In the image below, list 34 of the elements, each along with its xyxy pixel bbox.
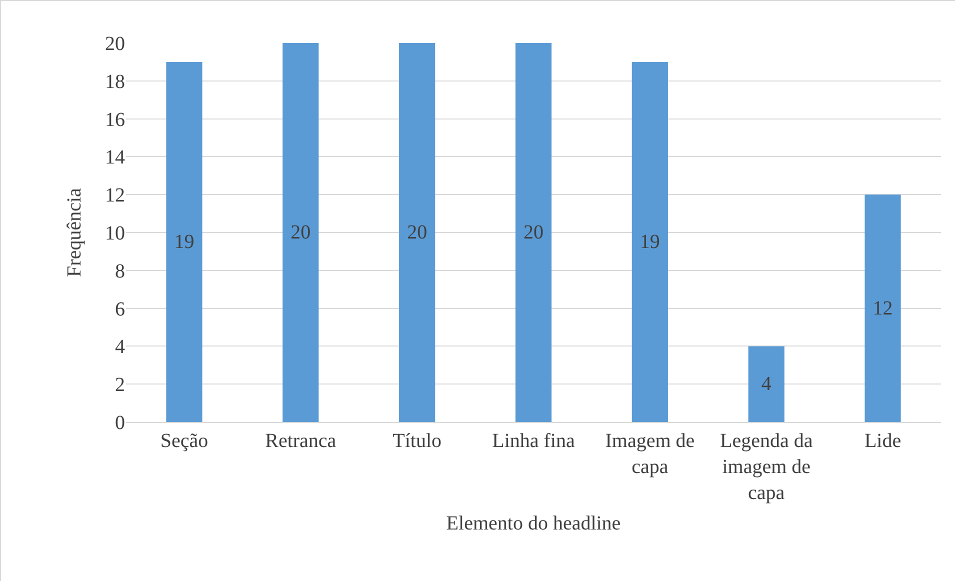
data-label: 12 xyxy=(872,297,893,320)
y-tick-label: 0 xyxy=(115,412,125,434)
y-tick-label: 16 xyxy=(105,108,125,131)
data-label: 4 xyxy=(761,373,772,396)
data-label: 20 xyxy=(524,222,544,244)
bar xyxy=(864,194,901,422)
x-tick-label: Retranca xyxy=(265,430,336,452)
bar xyxy=(632,62,668,422)
bar xyxy=(515,43,552,422)
x-axis-title: Elemento do headline xyxy=(446,512,621,534)
y-tick-label: 10 xyxy=(105,222,125,244)
data-label: 19 xyxy=(174,230,194,253)
y-tick-label: 8 xyxy=(115,260,125,282)
bar xyxy=(282,43,319,422)
y-axis-title: Frequência xyxy=(64,188,86,277)
x-tick-label: Linha fina xyxy=(492,430,575,452)
bar xyxy=(166,62,202,422)
x-tick-label: Imagem de capa xyxy=(605,430,695,478)
y-tick-label: 4 xyxy=(115,336,125,358)
data-label: 20 xyxy=(407,222,428,244)
x-tick-label: Seção xyxy=(160,430,208,452)
x-tick-label: Legenda da imagem de capa xyxy=(720,430,813,504)
data-label: 20 xyxy=(290,222,311,244)
y-tick-label: 2 xyxy=(115,374,125,396)
y-tick-label: 20 xyxy=(105,33,125,55)
data-label: 19 xyxy=(640,230,660,253)
x-tick-label: Lide xyxy=(864,430,902,452)
x-tick-label: Título xyxy=(392,430,442,452)
bar xyxy=(748,346,784,422)
bar xyxy=(399,43,436,422)
y-tick-label: 12 xyxy=(105,184,125,207)
y-tick-label: 18 xyxy=(105,70,125,93)
y-tick-label: 6 xyxy=(115,298,125,320)
y-tick-label: 14 xyxy=(105,146,125,169)
